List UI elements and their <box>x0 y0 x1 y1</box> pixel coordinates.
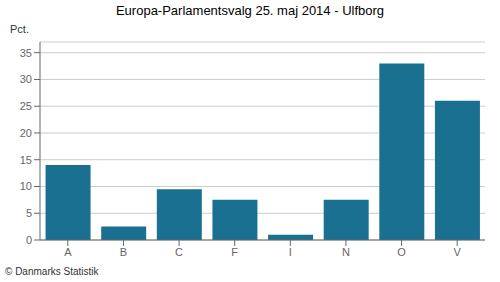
svg-text:5: 5 <box>26 207 32 219</box>
svg-text:25: 25 <box>20 100 32 112</box>
svg-text:A: A <box>64 246 72 258</box>
html-text:Pct.: Pct. <box>10 23 29 35</box>
svg-text:30: 30 <box>20 73 32 85</box>
svg-text:I: I <box>289 246 292 258</box>
svg-text:35: 35 <box>20 47 32 59</box>
svg-text:15: 15 <box>20 154 32 166</box>
svg-text:20: 20 <box>20 127 32 139</box>
svg-text:O: O <box>397 246 406 258</box>
html-text:Europa-Parlamentsvalg 25. maj: Europa-Parlamentsvalg 25. maj 2014 - Ulf… <box>116 3 384 18</box>
svg-text:V: V <box>454 246 462 258</box>
svg-text:B: B <box>120 246 127 258</box>
svg-text:F: F <box>231 246 238 258</box>
svg-text:10: 10 <box>20 180 32 192</box>
svg-text:0: 0 <box>26 234 32 246</box>
html-text:© Danmarks Statistik: © Danmarks Statistik <box>5 266 99 277</box>
svg-text:N: N <box>342 246 350 258</box>
svg-text:C: C <box>175 246 183 258</box>
